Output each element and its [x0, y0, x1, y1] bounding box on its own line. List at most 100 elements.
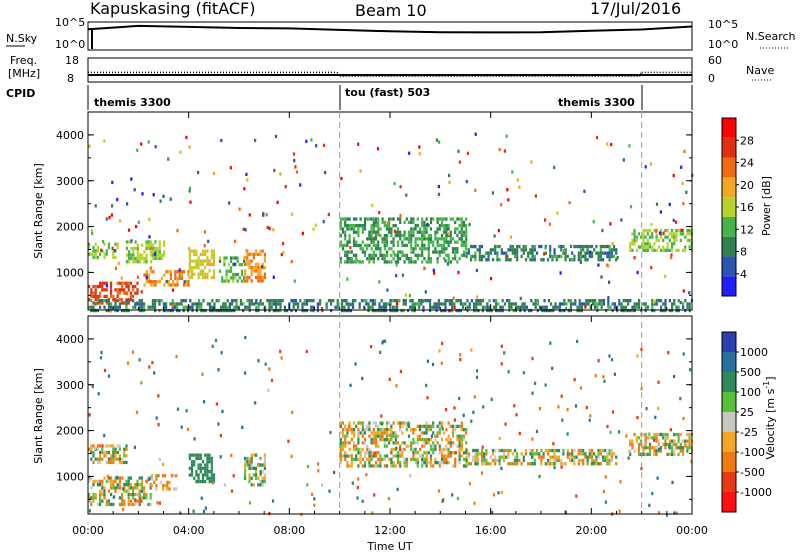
power-cell	[96, 284, 99, 289]
power-cell	[477, 302, 480, 306]
power-speck	[102, 240, 105, 244]
velocity-speck	[311, 492, 314, 496]
power-cell	[180, 276, 183, 280]
power-cell	[394, 260, 397, 264]
velocity-cell	[255, 453, 258, 457]
velocity-cell	[103, 496, 106, 500]
velocity-cell	[458, 434, 461, 438]
power-cell	[143, 305, 146, 309]
velocity-speck	[219, 434, 222, 438]
power-cell	[662, 308, 665, 313]
power-cell	[396, 230, 400, 234]
power-cell	[412, 230, 415, 234]
power-cell	[675, 228, 678, 233]
power-cell	[486, 305, 489, 309]
power-cell	[458, 217, 461, 221]
velocity-speck	[544, 383, 547, 387]
power-cell	[486, 302, 489, 306]
velocity-cell	[414, 457, 417, 461]
power-speck	[111, 246, 114, 250]
power-cell	[608, 248, 611, 252]
velocity-cell	[381, 437, 384, 442]
power-speck	[376, 147, 380, 151]
power-cell	[402, 308, 405, 313]
power-cell	[414, 237, 417, 241]
power-cell	[668, 238, 671, 243]
velocity-cell	[637, 449, 641, 453]
power-cell	[325, 305, 328, 309]
velocity-cell	[410, 428, 413, 432]
velocity-cell	[90, 486, 93, 490]
velocity-speck	[380, 414, 383, 418]
velocity-cell	[472, 455, 475, 459]
velocity-cell	[566, 452, 569, 456]
velocity-cell	[129, 492, 132, 497]
power-cell	[487, 254, 490, 259]
power-cell	[451, 302, 454, 306]
power-cell	[212, 259, 216, 263]
velocity-speck	[441, 427, 444, 431]
power-cell	[407, 233, 411, 238]
power-cell	[578, 308, 581, 313]
velocity-cell	[462, 434, 466, 438]
power-cell	[686, 305, 689, 309]
power-speck	[188, 247, 191, 251]
velocity-cell	[686, 439, 689, 443]
power-cell	[462, 240, 466, 244]
power-cell	[486, 308, 489, 313]
power-cell	[121, 281, 124, 285]
velocity-speck	[561, 418, 564, 422]
power-cell	[352, 299, 355, 303]
velocity-cell	[458, 437, 461, 442]
velocity-speck	[482, 405, 485, 409]
power-cell	[132, 246, 135, 251]
power-cell	[127, 281, 130, 285]
power-speck	[668, 202, 671, 206]
velocity-cell	[379, 431, 382, 435]
velocity-cell	[255, 466, 258, 470]
velocity-speck	[671, 480, 674, 485]
power-cell	[96, 308, 99, 313]
power-cell	[378, 308, 381, 313]
power-cell	[427, 224, 430, 228]
power-cell	[561, 308, 564, 313]
power-cell	[232, 256, 235, 260]
velocity-cell	[123, 460, 126, 465]
velocity-cell	[575, 455, 578, 459]
power-cell	[176, 305, 179, 309]
power-cell	[152, 246, 155, 251]
power-speck	[207, 239, 210, 243]
power-cell	[536, 302, 539, 306]
power-cell	[688, 245, 691, 249]
power-cell	[388, 247, 391, 251]
velocity-cell	[535, 448, 539, 453]
power-cell	[355, 253, 358, 257]
power-cell	[201, 275, 205, 280]
velocity-cell	[123, 499, 126, 503]
power-cell	[390, 230, 393, 234]
power-cell	[145, 280, 148, 284]
power-cell	[182, 299, 185, 303]
power-cell	[357, 224, 360, 228]
power-speck	[340, 176, 343, 181]
power-cell	[503, 302, 506, 306]
power-speck	[293, 159, 296, 163]
velocity-cell	[527, 462, 530, 466]
power-cell	[195, 262, 198, 266]
power-cell	[466, 305, 469, 309]
power-cell	[167, 283, 170, 287]
power-cell	[178, 273, 181, 277]
velocity-cell	[586, 462, 589, 466]
velocity-cell	[105, 460, 108, 465]
power-cell	[212, 262, 216, 266]
power-cell	[474, 251, 477, 255]
power-cell	[443, 227, 446, 231]
velocity-cell	[350, 457, 353, 461]
power-cell	[501, 299, 504, 303]
velocity-cell	[344, 454, 347, 458]
freq-label-line2: [MHz]	[8, 67, 40, 80]
velocity-cell	[434, 447, 437, 452]
velocity-cell	[388, 421, 391, 425]
power-cell	[199, 272, 202, 276]
power-speck	[136, 275, 139, 279]
